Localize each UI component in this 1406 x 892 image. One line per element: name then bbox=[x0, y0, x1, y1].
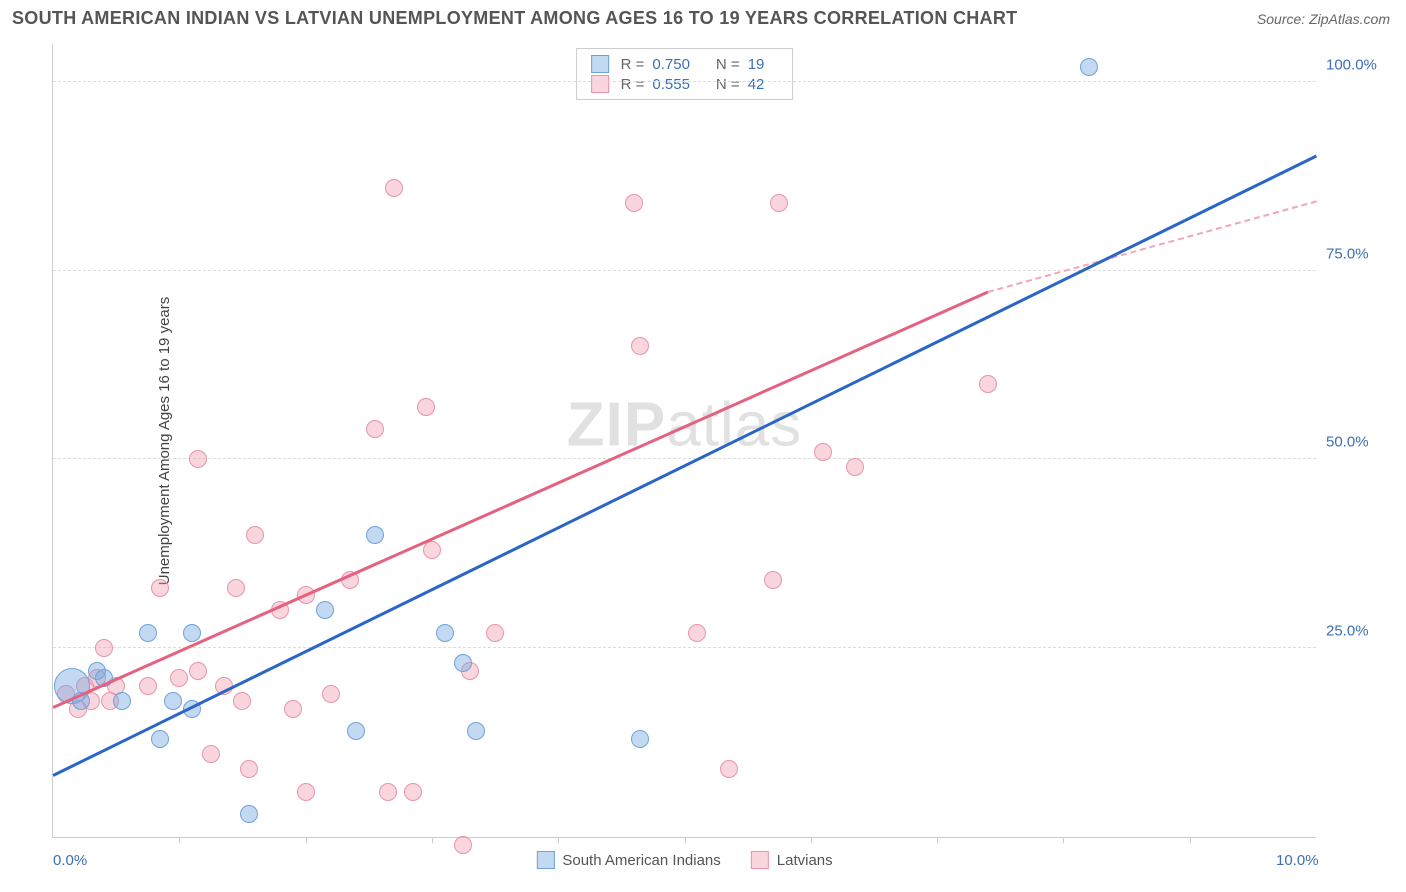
data-point bbox=[764, 571, 782, 589]
data-point bbox=[379, 783, 397, 801]
correlation-stats-box: R = 0.750 N = 19 R = 0.555 N = 42 bbox=[576, 48, 794, 100]
data-point bbox=[113, 692, 131, 710]
x-tick bbox=[306, 837, 307, 843]
data-point bbox=[720, 760, 738, 778]
data-point bbox=[385, 179, 403, 197]
data-point bbox=[164, 692, 182, 710]
x-tick bbox=[685, 837, 686, 843]
data-point bbox=[170, 669, 188, 687]
stats-row: R = 0.555 N = 42 bbox=[591, 75, 779, 93]
data-point bbox=[189, 450, 207, 468]
data-point bbox=[202, 745, 220, 763]
data-point bbox=[770, 194, 788, 212]
y-tick-label: 100.0% bbox=[1326, 56, 1396, 73]
n-value: 42 bbox=[748, 76, 765, 93]
data-point bbox=[189, 662, 207, 680]
data-point bbox=[322, 685, 340, 703]
data-point bbox=[316, 601, 334, 619]
legend-swatch bbox=[591, 55, 609, 73]
data-point bbox=[486, 624, 504, 642]
x-tick bbox=[558, 837, 559, 843]
data-point bbox=[688, 624, 706, 642]
x-axis-label: 0.0% bbox=[53, 852, 87, 869]
data-point bbox=[979, 375, 997, 393]
data-point bbox=[366, 526, 384, 544]
n-label: N = bbox=[716, 56, 740, 73]
gridline bbox=[53, 458, 1316, 459]
data-point bbox=[404, 783, 422, 801]
r-label: R = bbox=[621, 76, 645, 93]
x-tick bbox=[432, 837, 433, 843]
data-point bbox=[631, 730, 649, 748]
data-point bbox=[846, 458, 864, 476]
data-point bbox=[227, 579, 245, 597]
y-tick-label: 75.0% bbox=[1326, 245, 1396, 262]
chart-title: SOUTH AMERICAN INDIAN VS LATVIAN UNEMPLO… bbox=[12, 8, 1017, 29]
data-point bbox=[1080, 58, 1098, 76]
data-point bbox=[417, 398, 435, 416]
legend-item: South American Indians bbox=[536, 851, 720, 869]
data-point bbox=[814, 443, 832, 461]
trend-line bbox=[52, 291, 988, 709]
data-point bbox=[240, 805, 258, 823]
legend-label: South American Indians bbox=[562, 852, 720, 869]
data-point bbox=[366, 420, 384, 438]
series-legend: South American Indians Latvians bbox=[536, 851, 832, 869]
x-tick bbox=[1190, 837, 1191, 843]
data-point bbox=[347, 722, 365, 740]
scatter-plot-area: Unemployment Among Ages 16 to 19 years Z… bbox=[52, 44, 1316, 838]
legend-swatch bbox=[591, 75, 609, 93]
x-tick bbox=[811, 837, 812, 843]
gridline bbox=[53, 270, 1316, 271]
legend-swatch bbox=[751, 851, 769, 869]
data-point bbox=[183, 624, 201, 642]
r-label: R = bbox=[621, 56, 645, 73]
legend-swatch bbox=[536, 851, 554, 869]
trend-line-extrapolated bbox=[987, 201, 1316, 294]
legend-label: Latvians bbox=[777, 852, 833, 869]
data-point bbox=[454, 654, 472, 672]
data-point bbox=[631, 337, 649, 355]
n-value: 19 bbox=[748, 56, 765, 73]
n-label: N = bbox=[716, 76, 740, 93]
title-bar: SOUTH AMERICAN INDIAN VS LATVIAN UNEMPLO… bbox=[0, 0, 1406, 35]
data-point bbox=[454, 836, 472, 854]
data-point bbox=[436, 624, 454, 642]
r-value: 0.750 bbox=[652, 56, 690, 73]
source-attribution: Source: ZipAtlas.com bbox=[1257, 11, 1390, 27]
r-value: 0.555 bbox=[652, 76, 690, 93]
data-point bbox=[467, 722, 485, 740]
watermark-zip: ZIP bbox=[567, 390, 666, 459]
data-point bbox=[423, 541, 441, 559]
trend-line bbox=[52, 155, 1316, 777]
data-point bbox=[625, 194, 643, 212]
data-point bbox=[284, 700, 302, 718]
stats-row: R = 0.750 N = 19 bbox=[591, 55, 779, 73]
y-tick-label: 25.0% bbox=[1326, 623, 1396, 640]
legend-item: Latvians bbox=[751, 851, 833, 869]
data-point bbox=[240, 760, 258, 778]
y-axis-title: Unemployment Among Ages 16 to 19 years bbox=[156, 296, 173, 585]
data-point bbox=[297, 783, 315, 801]
x-tick bbox=[937, 837, 938, 843]
gridline bbox=[53, 81, 1316, 82]
data-point bbox=[95, 639, 113, 657]
data-point bbox=[139, 677, 157, 695]
data-point bbox=[233, 692, 251, 710]
data-point bbox=[151, 730, 169, 748]
x-tick bbox=[1063, 837, 1064, 843]
x-tick bbox=[179, 837, 180, 843]
y-tick-label: 50.0% bbox=[1326, 434, 1396, 451]
gridline bbox=[53, 647, 1316, 648]
data-point bbox=[151, 579, 169, 597]
x-axis-label: 10.0% bbox=[1276, 852, 1319, 869]
data-point bbox=[246, 526, 264, 544]
data-point bbox=[139, 624, 157, 642]
